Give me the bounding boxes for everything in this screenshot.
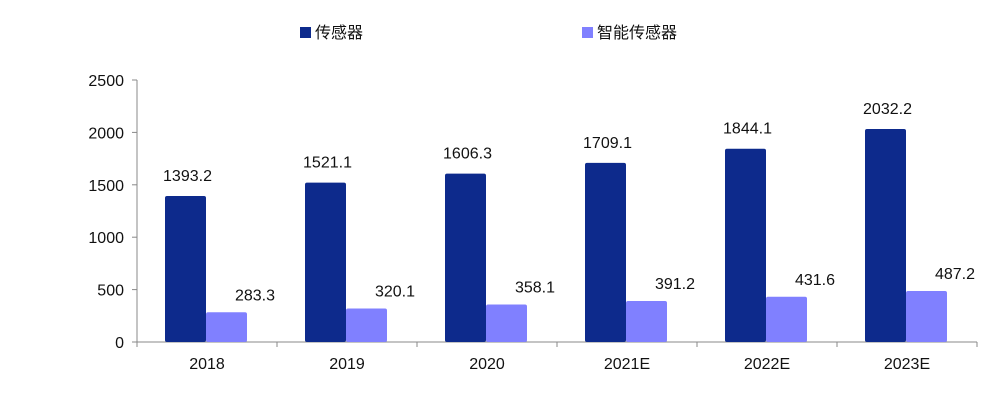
y-tick-label: 2000 bbox=[88, 125, 124, 142]
bar-smart-sensor bbox=[346, 308, 387, 342]
data-label-smart-sensor: 358.1 bbox=[515, 279, 555, 296]
legend-label-sensor: 传感器 bbox=[315, 24, 363, 42]
legend-swatch-smart-sensor bbox=[582, 27, 593, 38]
y-tick-label: 1000 bbox=[88, 230, 124, 247]
data-label-sensor: 1393.2 bbox=[163, 168, 212, 185]
data-label-smart-sensor: 283.3 bbox=[235, 287, 275, 304]
bar-smart-sensor bbox=[766, 296, 807, 342]
data-label-sensor: 1606.3 bbox=[443, 146, 492, 163]
bar-smart-sensor bbox=[626, 301, 667, 342]
bar-sensor bbox=[585, 162, 626, 342]
x-tick-label: 2022E bbox=[744, 356, 790, 373]
data-label-smart-sensor: 391.2 bbox=[655, 276, 695, 293]
bar-sensor bbox=[865, 129, 906, 342]
data-label-sensor: 1844.1 bbox=[723, 121, 772, 138]
bar-sensor bbox=[725, 148, 766, 342]
y-tick-label: 0 bbox=[115, 335, 124, 352]
x-tick-label: 2023E bbox=[884, 356, 930, 373]
data-label-smart-sensor: 320.1 bbox=[375, 283, 415, 300]
y-tick-label: 2500 bbox=[88, 73, 124, 90]
x-tick-label: 2021E bbox=[604, 356, 650, 373]
y-tick-label: 500 bbox=[97, 283, 124, 300]
bars bbox=[165, 129, 947, 342]
data-label-sensor: 1521.1 bbox=[303, 155, 352, 172]
data-label-sensor: 2032.2 bbox=[863, 101, 912, 118]
bar-smart-sensor bbox=[906, 290, 947, 342]
legend-label-smart-sensor: 智能传感器 bbox=[597, 24, 677, 42]
bar-smart-sensor bbox=[486, 304, 527, 342]
x-tick-label: 2019 bbox=[329, 356, 365, 373]
bar-sensor bbox=[445, 173, 486, 342]
legend: 传感器 智能传感器 bbox=[300, 24, 677, 42]
x-tick-label: 2020 bbox=[469, 356, 505, 373]
data-label-smart-sensor: 487.2 bbox=[935, 266, 975, 283]
y-tick-label: 1500 bbox=[88, 178, 124, 195]
data-label-sensor: 1709.1 bbox=[583, 135, 632, 152]
data-label-smart-sensor: 431.6 bbox=[795, 272, 835, 289]
data-labels: 1393.2 283.3 1521.1 320.1 1606.3 358.1 1709.1 3… bbox=[163, 101, 975, 304]
x-tick-label: 2018 bbox=[189, 356, 225, 373]
bar-sensor bbox=[305, 182, 346, 342]
bar-sensor bbox=[165, 195, 206, 342]
axes: 0 500 1000 1500 2000 2500 2018 2019 2020 2021E 202… bbox=[88, 73, 978, 373]
bar-smart-sensor bbox=[206, 312, 247, 342]
legend-swatch-sensor bbox=[300, 27, 311, 38]
